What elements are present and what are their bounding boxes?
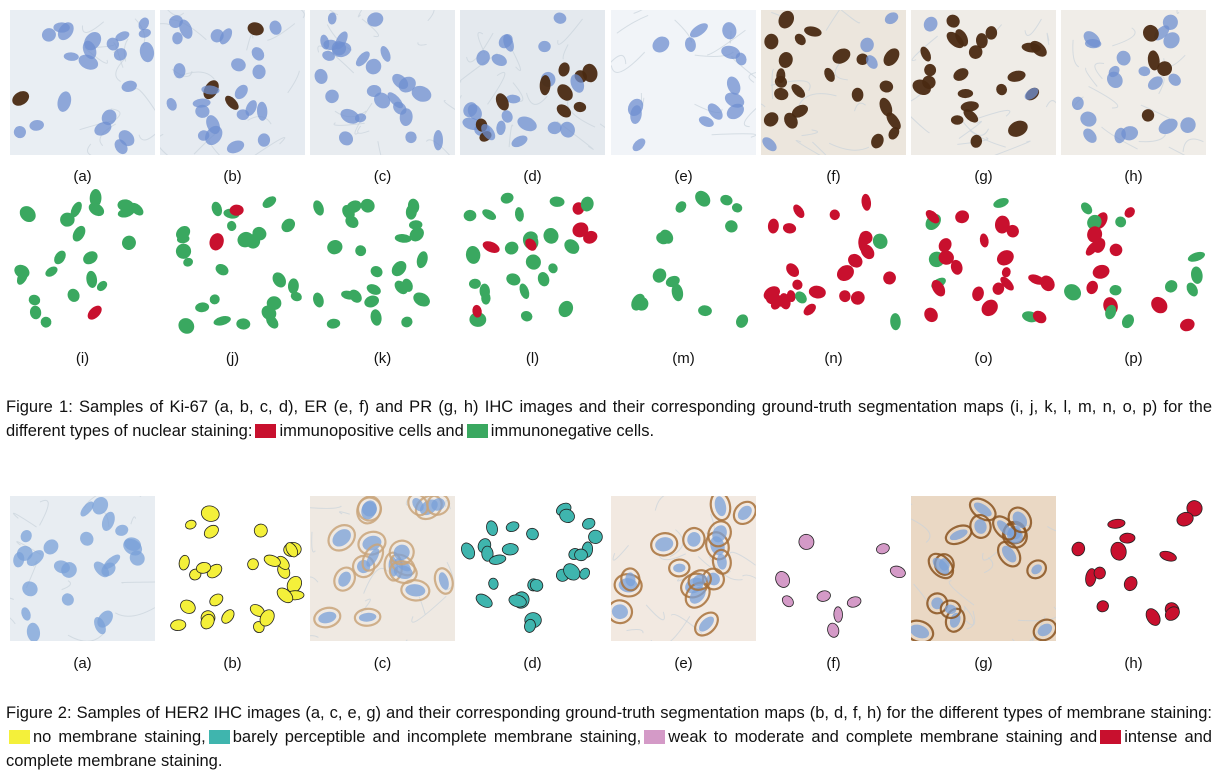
figure-2-caption-text: Figure 2: Samples of HER2 IHC images (a,… (6, 704, 1212, 722)
panel-label: (g) (974, 168, 993, 185)
panel-label: (k) (373, 350, 392, 367)
panel-label: (d) (523, 655, 542, 672)
ihc-image-panel (911, 10, 1056, 155)
panel-label: (p) (1124, 350, 1143, 367)
ihc-image-panel (460, 10, 605, 155)
figure-2-caption-no-staining: no membrane staining, (33, 728, 206, 746)
panel-label: (e) (674, 655, 693, 672)
segmentation-map-panel (460, 189, 605, 334)
ihc-image-panel (10, 10, 155, 155)
panel-label: (a) (73, 655, 92, 672)
ihc-image-panel (160, 10, 305, 155)
segmentation-map-panel (911, 189, 1056, 334)
figure-2-caption-weak: weak to moderate and complete membrane s… (668, 728, 1098, 746)
panel-label: (b) (223, 168, 242, 185)
panel-label: (a) (73, 168, 92, 185)
figure-2-caption-barely: barely perceptible and incomplete membra… (232, 728, 642, 746)
segmentation-map-panel (611, 189, 756, 334)
her2-map-panel (1061, 496, 1206, 641)
panel-label: (h) (1124, 655, 1143, 672)
immunopositive-swatch (255, 424, 277, 438)
weak-staining-swatch (644, 730, 666, 744)
segmentation-map-panel (10, 189, 155, 334)
segmentation-map-panel (761, 189, 906, 334)
her2-map-panel (160, 496, 305, 641)
panel-label: (n) (824, 350, 843, 367)
segmentation-map-panel (310, 189, 455, 334)
panel-label: (d) (523, 168, 542, 185)
panel-label: (c) (373, 655, 392, 672)
figure-2-caption-intense: intense and complete membrane staining. (6, 728, 1212, 770)
panel-label: (m) (672, 350, 695, 367)
her2-map-panel (460, 496, 605, 641)
ihc-image-panel (1061, 10, 1206, 155)
ihc-image-panel (611, 10, 756, 155)
segmentation-map-panel (1061, 189, 1206, 334)
panel-label: (b) (223, 655, 242, 672)
intense-staining-swatch (1100, 730, 1122, 744)
panel-label: (j) (225, 350, 240, 367)
her2-image-panel (911, 496, 1056, 641)
panel-label: (e) (674, 168, 693, 185)
panel-label: (i) (75, 350, 90, 367)
immunonegative-swatch (466, 424, 488, 438)
panel-label: (g) (974, 655, 993, 672)
figure-2-caption: Figure 2: Samples of HER2 IHC images (a,… (6, 701, 1212, 773)
panel-label: (f) (826, 168, 841, 185)
her2-image-panel (310, 496, 455, 641)
barely-staining-swatch (208, 730, 230, 744)
panel-label: (h) (1124, 168, 1143, 185)
panel-label: (c) (373, 168, 392, 185)
panel-label: (l) (525, 350, 540, 367)
segmentation-map-panel (160, 189, 305, 334)
ihc-image-panel (310, 10, 455, 155)
figure-1-caption: Figure 1: Samples of Ki-67 (a, b, c, d),… (6, 395, 1212, 443)
panel-label: (f) (826, 655, 841, 672)
her2-image-panel (611, 496, 756, 641)
figure-1-caption-negative: immunonegative cells. (490, 422, 655, 440)
her2-map-panel (761, 496, 906, 641)
panel-label: (o) (974, 350, 993, 367)
figure-1-caption-text: Figure 1: Samples of Ki-67 (a, b, c, d),… (6, 398, 1212, 440)
her2-image-panel (10, 496, 155, 641)
no-staining-swatch (9, 730, 30, 744)
figure-1-caption-positive: immunopositive cells and (279, 422, 464, 440)
ihc-image-panel (761, 10, 906, 155)
